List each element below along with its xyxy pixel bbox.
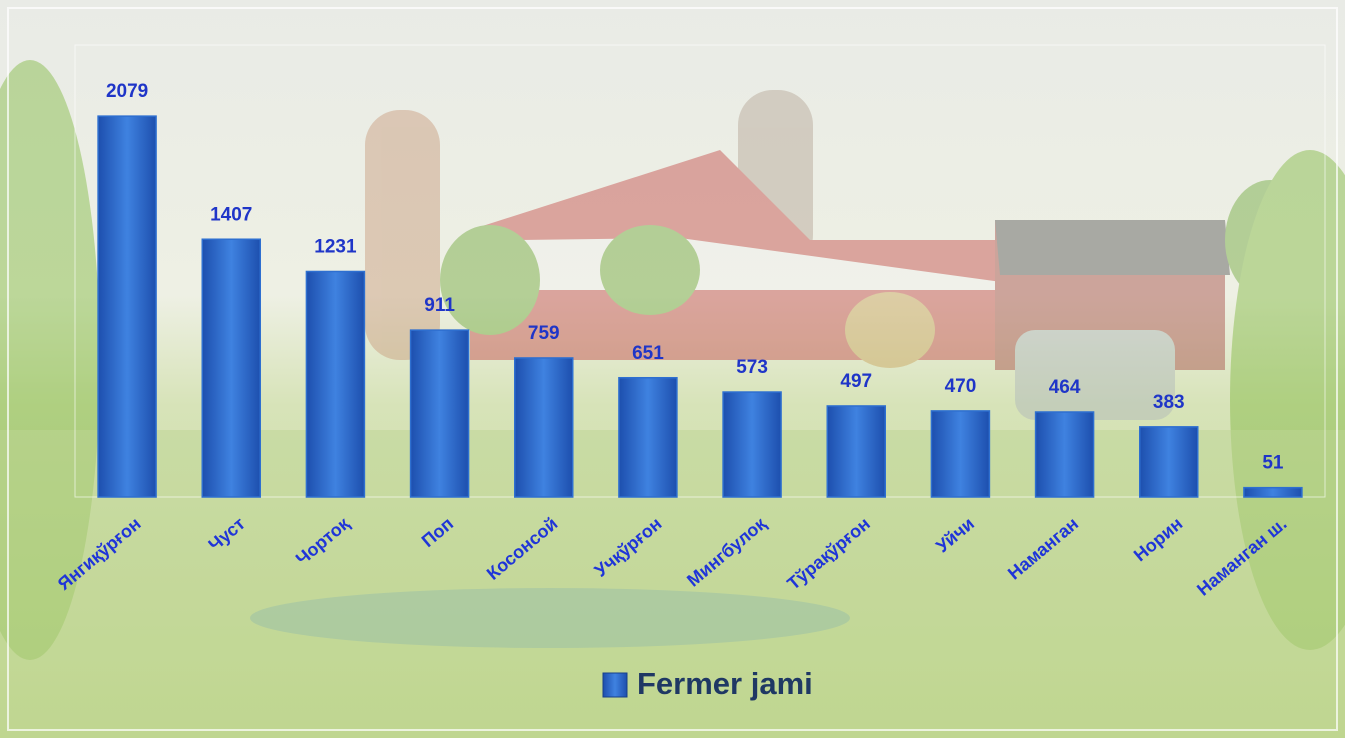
bar xyxy=(826,405,886,498)
bar xyxy=(1139,426,1199,498)
bar xyxy=(1034,411,1095,498)
value-label: 464 xyxy=(1049,377,1081,398)
value-label: 497 xyxy=(840,371,872,392)
bar xyxy=(618,376,678,498)
bar xyxy=(1243,486,1303,498)
value-label: 2079 xyxy=(106,81,148,102)
value-label: 573 xyxy=(736,357,768,378)
value-label: 383 xyxy=(1153,392,1185,413)
bar xyxy=(409,329,470,498)
legend-swatch xyxy=(602,672,628,698)
chart-frame xyxy=(7,7,1338,731)
bar xyxy=(305,270,366,498)
value-label: 1407 xyxy=(210,204,252,225)
bar xyxy=(97,115,157,498)
bar xyxy=(201,238,261,498)
value-label: 470 xyxy=(945,376,977,397)
bar xyxy=(722,391,782,498)
value-label: 1231 xyxy=(314,236,357,257)
value-label: 759 xyxy=(528,323,560,344)
legend-label: Fermer jami xyxy=(637,666,813,701)
value-label: 651 xyxy=(632,343,664,364)
bar xyxy=(930,410,991,498)
plot-area xyxy=(74,44,1326,498)
value-label: 51 xyxy=(1262,453,1284,474)
bar xyxy=(514,357,574,498)
value-label: 911 xyxy=(424,295,455,316)
